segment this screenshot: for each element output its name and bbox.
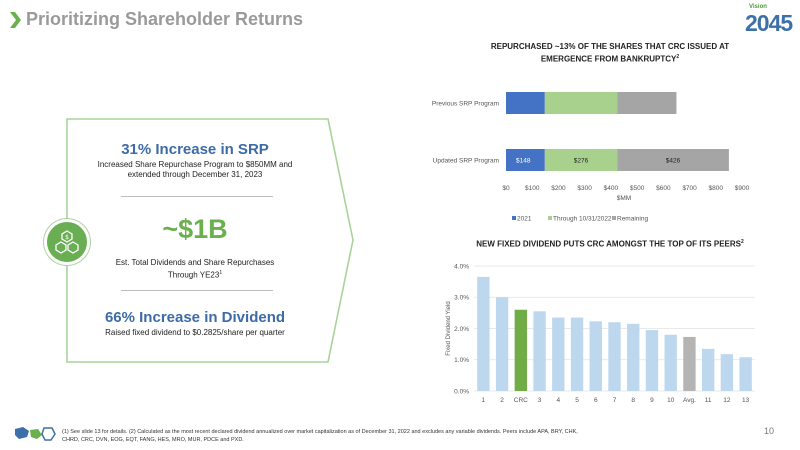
x-tick-label: 7 [613,397,617,404]
bar [720,354,734,391]
bar-segment [506,92,545,114]
legend-entry: Remaining [617,216,648,223]
bar [514,309,528,391]
chevron-right-icon [10,12,21,28]
bar-segment [544,92,618,114]
x-axis-label: $MM [617,195,631,202]
x-tick-label: 3 [538,397,542,404]
y-tick-label: 3.0% [454,295,469,302]
dividend-chart-title: NEW FIXED DIVIDEND PUTS CRC AMONGST THE … [476,239,744,249]
total-returns-desc-line2: Through YE23 [167,270,220,280]
dividend-chart: 0.0% 1.0% 2.0% 3.0% 4.0% Fixed Dividend Yield… [446,263,755,404]
x-tick-label: 12 [723,397,731,404]
x-tick-label: 8 [631,397,635,404]
footnote-ref: 1 [219,270,223,276]
bar-segment [506,149,545,171]
x-tick-label: $700 [682,185,697,192]
repurchase-chart: Previous SRP Program Updated SRP Program $… [432,92,750,223]
highlights-panel [66,118,356,363]
divider [121,196,273,197]
bar [552,317,565,391]
category-label: Previous SRP Program [432,101,499,108]
bar [570,317,584,391]
x-tick-label: CRC [514,397,528,404]
x-tick-label: $200 [551,185,566,192]
category-label: Updated SRP Program [433,158,499,165]
y-tick-label: 0.0% [454,388,469,395]
x-tick-label: 6 [594,397,598,404]
x-tick-label: $600 [656,185,671,192]
bar [664,334,677,391]
bar-segment [544,149,618,171]
legend-entry: Through 10/31/2022 [553,216,612,223]
data-label: $276 [574,158,589,165]
y-tick-label: 1.0% [454,357,469,364]
legend-swatch [512,216,516,220]
bar [739,357,752,391]
x-tick-label: 1 [482,397,486,404]
bar [477,276,490,391]
x-tick-label: Avg. [683,397,696,404]
bar [589,321,602,391]
bar [495,297,509,391]
bar [683,336,696,391]
dividend-headline: 66% Increase in Dividend [104,309,286,326]
y-tick-label: 4.0% [454,263,469,270]
x-tick-label: $800 [709,185,724,192]
bar-segment [617,92,677,114]
footer-logos [15,427,56,441]
legend-swatch [548,216,552,220]
bar [608,322,621,391]
y-axis-label: Fixed Dividend Yield [446,301,452,355]
legend-entry: 2021 [517,216,532,223]
x-tick-label: $300 [577,185,592,192]
dividend-icon: $ [44,219,90,265]
footnotes: (1) See slide 13 for details. (2) Calcul… [62,429,578,443]
x-tick-label: $500 [630,185,645,192]
x-tick-label: $400 [604,185,619,192]
srp-desc-line2: extended through December 31, 2023 [127,170,263,179]
y-tick-label: 2.0% [454,326,469,333]
x-tick-label: $0 [502,185,510,192]
divider [121,290,273,291]
dividend-desc: Raised fixed dividend to $0.2825/share p… [105,328,285,337]
bar [645,330,659,391]
x-tick-label: 9 [650,397,654,404]
x-tick-label: $900 [735,185,750,192]
repurchase-chart-title: REPURCHASED ~13% OF THE SHARES THAT CRC … [490,42,730,64]
x-tick-label: 2 [500,397,504,404]
srp-headline: 31% Increase in SRP [121,141,269,158]
bar-segment [617,149,729,171]
x-tick-label: 11 [705,397,712,404]
data-label: $148 [516,158,531,165]
x-tick-label: 10 [667,397,675,404]
x-tick-label: 4 [556,397,560,404]
total-returns-desc-line1: Est. Total Dividends and Share Repurchas… [115,258,275,267]
vision-2045-logo: Vision 2045 [745,4,793,36]
bar [701,348,715,391]
legend-swatch [612,216,616,220]
data-label: $426 [666,158,681,165]
bar [533,311,546,391]
page-title: Prioritizing Shareholder Returns [26,9,304,29]
page-number: 10 [764,426,775,436]
svg-text:$: $ [65,234,69,241]
x-tick-label: $100 [525,185,540,192]
bar [627,323,640,391]
total-returns-value: ~$1B [162,214,228,244]
x-tick-label: 5 [575,397,579,404]
srp-desc-line1: Increased Share Repurchase Program to $8… [97,160,293,169]
x-tick-label: 13 [742,397,750,404]
panel-outline [66,118,354,363]
